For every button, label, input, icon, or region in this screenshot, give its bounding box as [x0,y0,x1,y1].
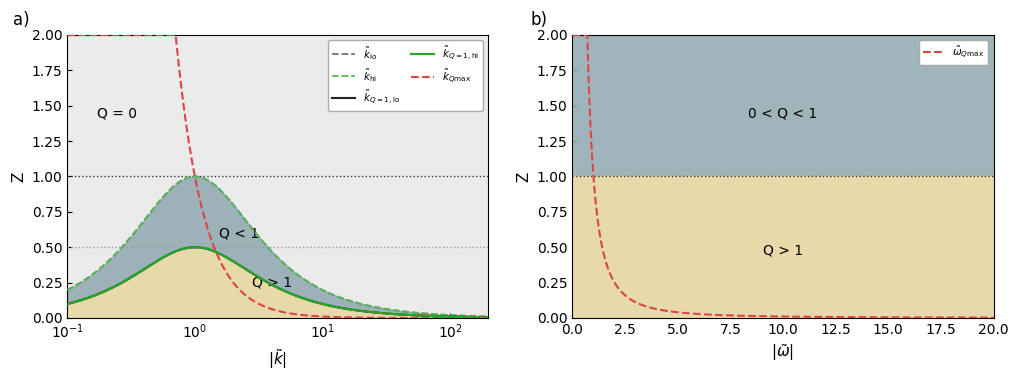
Text: Q < 1: Q < 1 [219,226,259,240]
Text: a): a) [12,11,30,29]
Text: Q > 1: Q > 1 [252,276,291,290]
X-axis label: $|\tilde{\omega}|$: $|\tilde{\omega}|$ [770,342,794,363]
Text: Q > 1: Q > 1 [762,243,802,257]
Legend: $\tilde{\omega}_{Q\mathrm{max}}$: $\tilde{\omega}_{Q\mathrm{max}}$ [918,40,987,65]
Text: 0 < Q < 1: 0 < Q < 1 [748,106,817,120]
Text: Q = 0: Q = 0 [97,106,137,120]
Legend: $\tilde{k}_\mathrm{lo}$, $\tilde{k}_\mathrm{hi}$, $\tilde{k}_{Q=1,\mathrm{lo}}$,: $\tilde{k}_\mathrm{lo}$, $\tilde{k}_\mat… [327,40,483,111]
Y-axis label: Z: Z [11,171,26,182]
Y-axis label: Z: Z [516,171,531,182]
Text: b): b) [530,11,547,29]
X-axis label: $|\tilde{k}|$: $|\tilde{k}|$ [268,347,287,371]
